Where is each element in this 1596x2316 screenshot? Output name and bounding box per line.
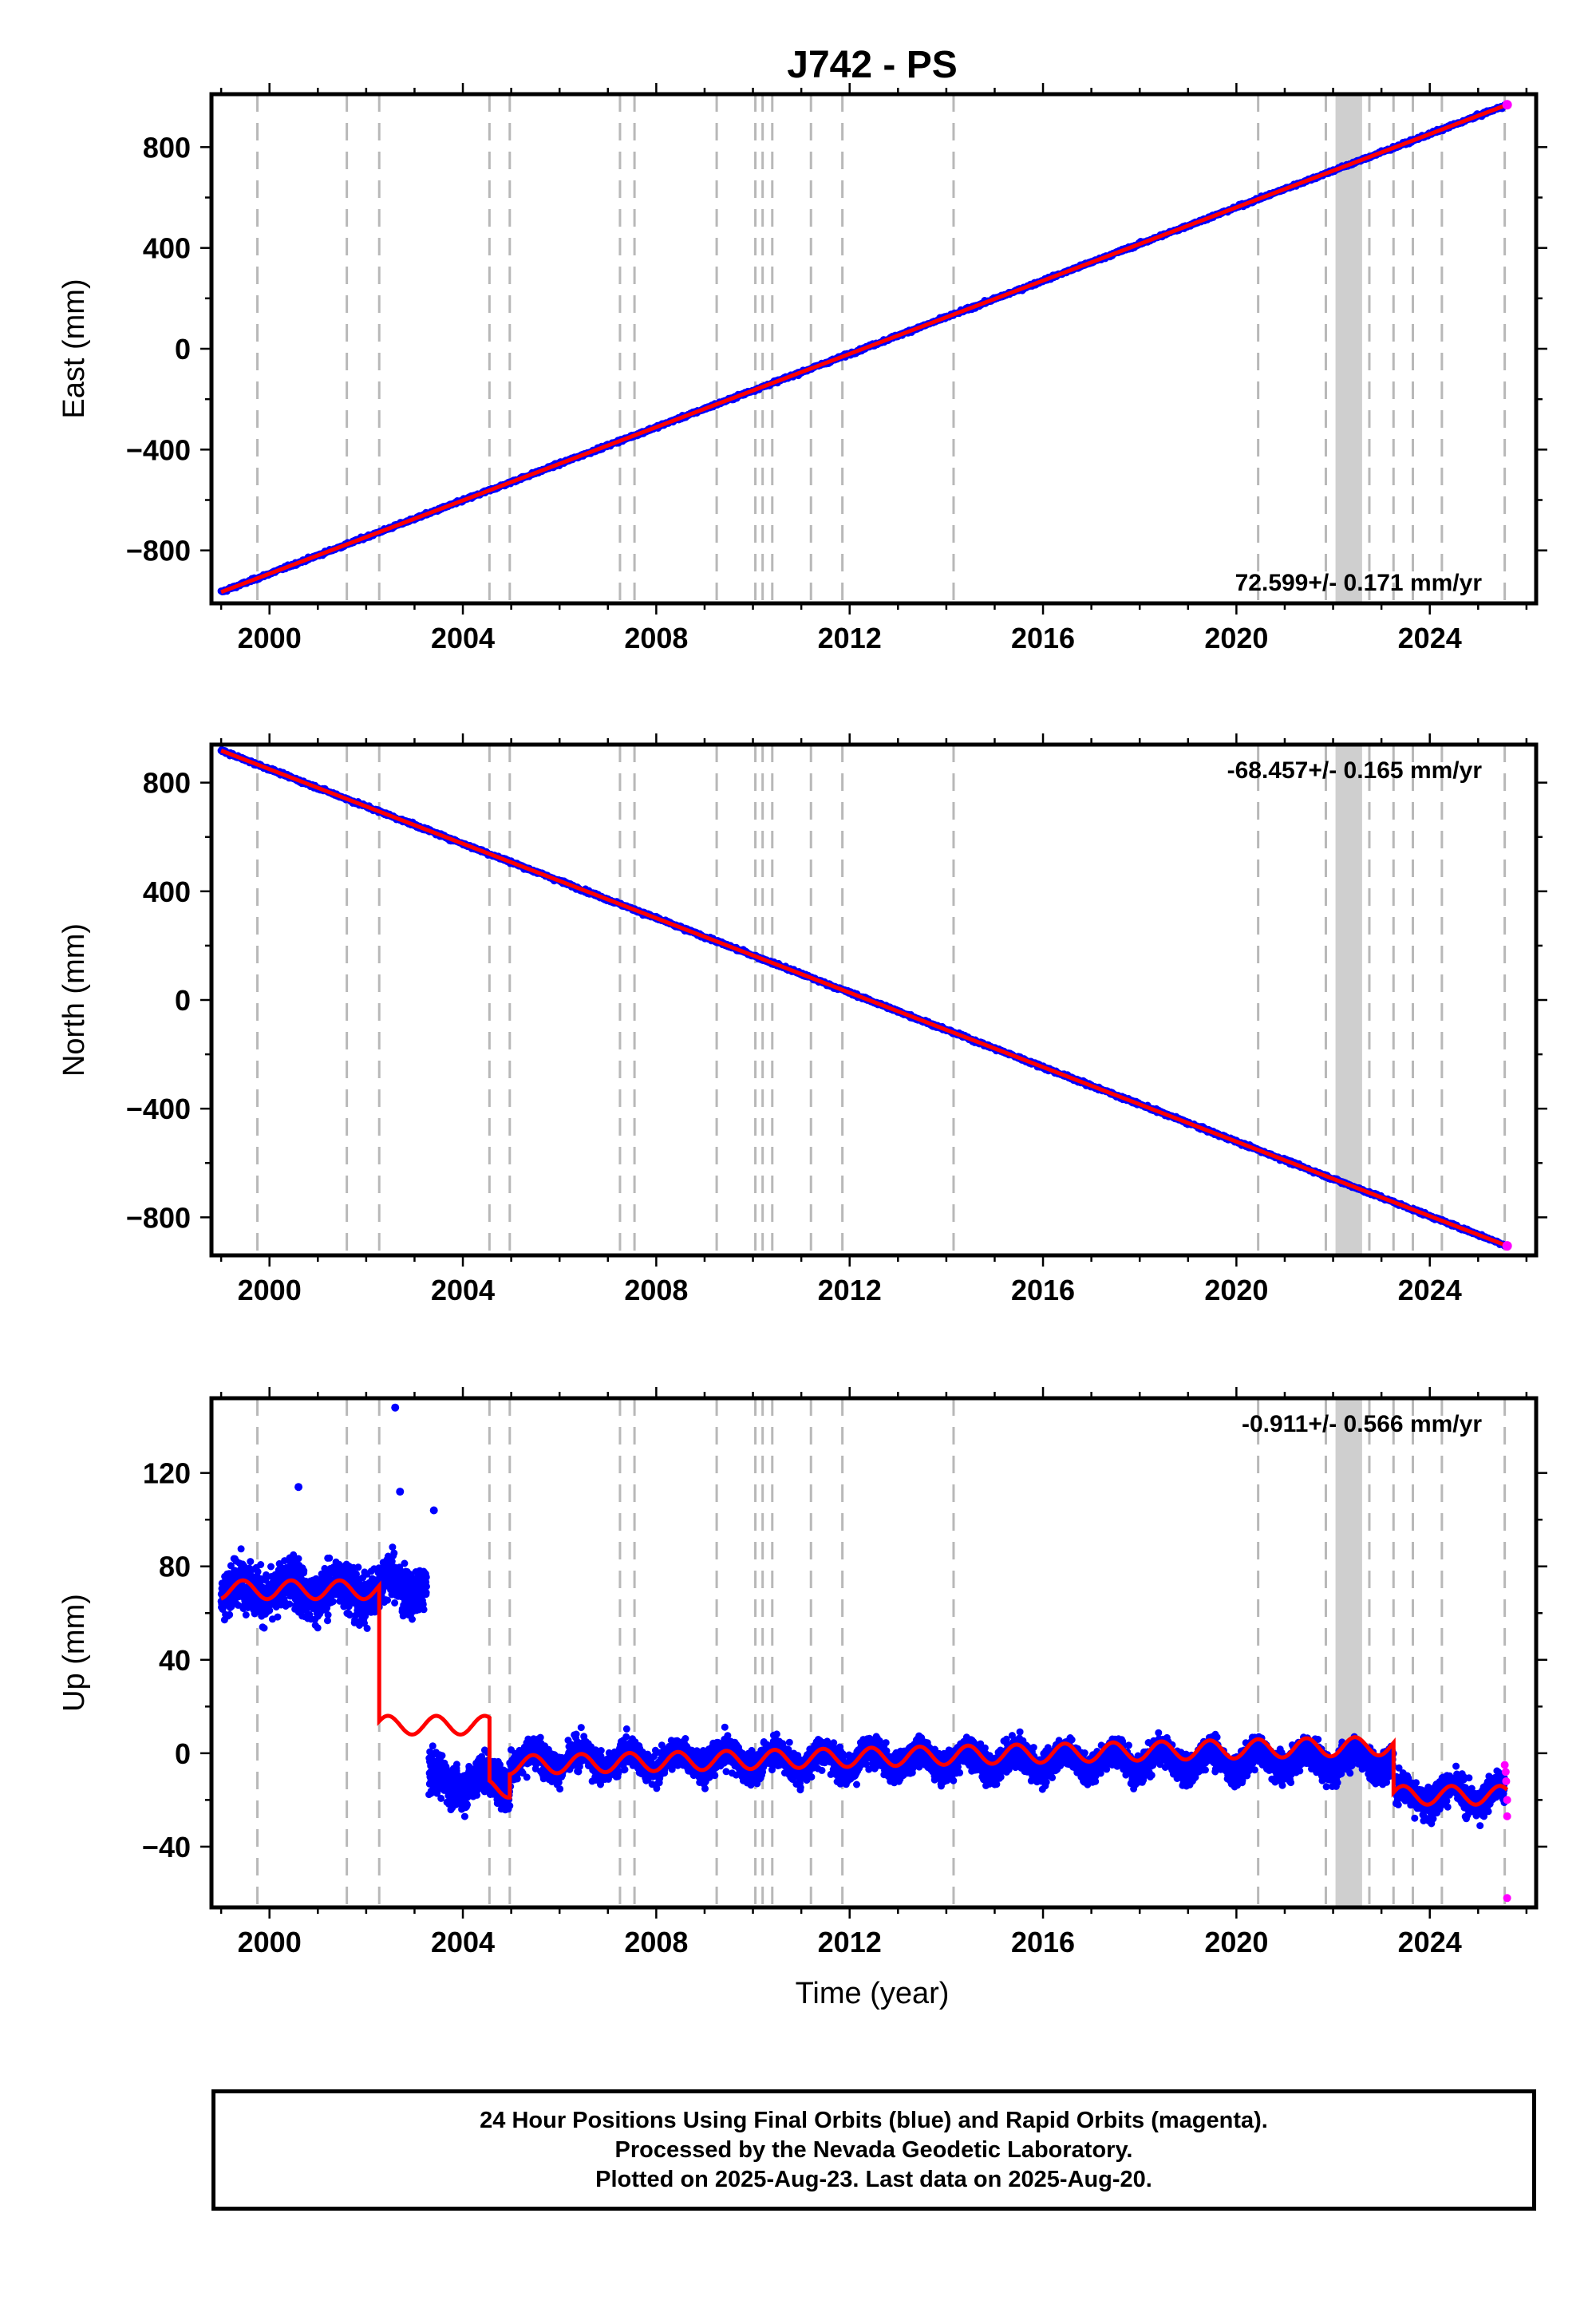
- rapid-orbit-point: [1502, 1777, 1511, 1785]
- x-tick-label: 2012: [818, 622, 882, 654]
- y-tick-label: 0: [175, 333, 191, 366]
- x-tick-label: 2004: [431, 622, 495, 654]
- x-tick-label: 2012: [818, 1274, 882, 1306]
- break-shaded-range: [1335, 94, 1362, 603]
- break-shaded-range: [1335, 1398, 1362, 1907]
- rapid-orbit-point: [1502, 1241, 1512, 1251]
- footer-line-orbits: 24 Hour Positions Using Final Orbits (bl…: [480, 2107, 1268, 2133]
- final-orbit-points: [217, 1543, 1508, 1830]
- x-tick-label: 2016: [1011, 622, 1075, 654]
- outlier-point: [391, 1403, 400, 1412]
- x-tick-label: 2024: [1398, 1274, 1462, 1306]
- figure-title: J742 - PS: [787, 44, 957, 86]
- x-tick-label: 2020: [1204, 622, 1268, 654]
- x-axis-label: Time (year): [796, 1977, 950, 2010]
- outlier-point: [294, 1483, 303, 1492]
- panel-north: 2000 2004 2008 2012 2016 2020 2024 −800 −400 0 400…: [57, 733, 1547, 1306]
- x-tick-label: 2020: [1204, 1274, 1268, 1306]
- rapid-orbit-point: [1503, 1812, 1511, 1820]
- outlier-point: [396, 1488, 405, 1496]
- rapid-orbit-point: [1500, 1761, 1509, 1769]
- y-tick-label: −800: [126, 1201, 191, 1234]
- footer-line-dates: Plotted on 2025-Aug-23. Last data on 202…: [595, 2166, 1152, 2192]
- x-tick-label: 2004: [431, 1926, 495, 1958]
- outlier-point: [1503, 1894, 1511, 1903]
- y-tick-label: −400: [126, 1093, 191, 1125]
- rapid-orbit-point: [1503, 1796, 1511, 1804]
- y-axis-label: Up (mm): [57, 1594, 91, 1712]
- x-tick-label: 2008: [624, 1926, 688, 1958]
- model-line: [220, 1578, 1509, 1807]
- x-tick-label: 2008: [624, 1274, 688, 1306]
- y-tick-label: −800: [126, 535, 191, 567]
- y-tick-label: 40: [159, 1644, 191, 1677]
- x-tick-label: 2000: [238, 622, 302, 654]
- y-tick-label: 80: [159, 1551, 191, 1583]
- y-tick-label: −40: [142, 1831, 191, 1863]
- y-tick-label: 0: [175, 1737, 191, 1770]
- x-tick-label: 2016: [1011, 1274, 1075, 1306]
- x-tick-label: 2008: [624, 622, 688, 654]
- y-tick-label: 0: [175, 984, 191, 1017]
- x-tick-label: 2020: [1204, 1926, 1268, 1958]
- x-tick-label: 2024: [1398, 622, 1462, 654]
- y-tick-label: 800: [143, 767, 191, 800]
- y-tick-label: 400: [143, 232, 191, 265]
- x-tick-label: 2000: [238, 1274, 302, 1306]
- y-axis-label: North (mm): [57, 923, 91, 1077]
- model-trend-line: [220, 102, 1508, 595]
- x-tick-label: 2024: [1398, 1926, 1462, 1958]
- velocity-rate-label: -0.911+/- 0.566 mm/yr: [1242, 1411, 1482, 1437]
- rapid-orbit-point: [1501, 1768, 1510, 1777]
- panel-east: 2000 2004 2008 2012 2016 2020 2024 −800 −400 0 400…: [57, 83, 1547, 654]
- velocity-rate-label: -68.457+/- 0.165 mm/yr: [1227, 757, 1483, 784]
- footer-line-processor: Processed by the Nevada Geodetic Laborat…: [614, 2136, 1133, 2163]
- velocity-rate-label: 72.599+/- 0.171 mm/yr: [1235, 570, 1483, 596]
- y-tick-label: 120: [143, 1457, 191, 1490]
- x-tick-label: 2000: [238, 1926, 302, 1958]
- rapid-orbit-point: [1502, 100, 1512, 110]
- x-tick-label: 2004: [431, 1274, 495, 1306]
- panel-up: 2000 2004 2008 2012 2016 2020 2024 −40 0 40 80 120 U…: [57, 1387, 1547, 2010]
- break-shaded-range: [1335, 745, 1362, 1255]
- x-tick-label: 2012: [818, 1926, 882, 1958]
- y-tick-label: −400: [126, 433, 191, 466]
- x-tick-label: 2016: [1011, 1926, 1075, 1958]
- y-tick-label: 800: [143, 131, 191, 164]
- y-axis-label: East (mm): [57, 279, 91, 418]
- processing-info-box: 24 Hour Positions Using Final Orbits (bl…: [211, 2089, 1536, 2211]
- plot-frame: [209, 1396, 1539, 1910]
- y-tick-label: 400: [143, 875, 191, 908]
- outlier-point: [429, 1506, 438, 1515]
- model-trend-line: [220, 749, 1508, 1248]
